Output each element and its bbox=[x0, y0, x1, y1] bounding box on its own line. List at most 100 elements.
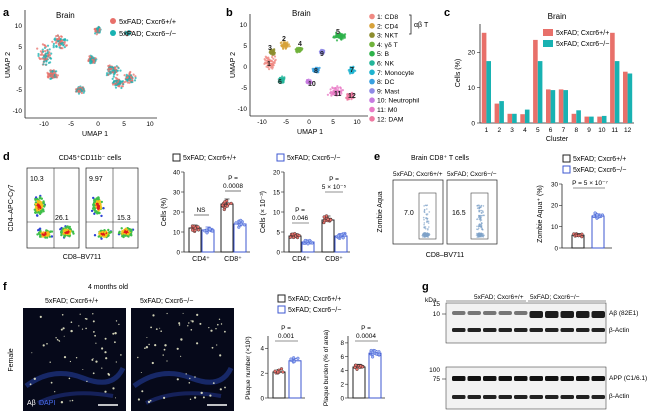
panel-e-legend-swatch-ko bbox=[562, 165, 571, 174]
plaque-signal bbox=[212, 382, 215, 384]
panel-g-bands bbox=[452, 311, 605, 399]
umap-point bbox=[266, 57, 269, 60]
plaque-signal bbox=[115, 397, 116, 399]
umap-point bbox=[121, 82, 124, 85]
flow-event bbox=[423, 205, 425, 207]
flow-event bbox=[68, 235, 71, 238]
umap-point bbox=[333, 36, 336, 39]
umap-point bbox=[44, 50, 47, 53]
plaque-signal bbox=[199, 322, 202, 325]
plaque-signal bbox=[33, 377, 36, 380]
panel-e-bar-ylabel: Zombie Aqua⁺ (%) bbox=[537, 185, 544, 243]
umap-point bbox=[306, 79, 309, 82]
umap-point bbox=[114, 82, 118, 85]
flow-event bbox=[426, 217, 429, 220]
panel-d-bar2-stat-p1val: 0.046 bbox=[292, 215, 309, 222]
umap-point bbox=[272, 64, 275, 67]
band-app bbox=[483, 376, 497, 381]
umap-point bbox=[63, 41, 66, 44]
umap-point bbox=[285, 45, 288, 48]
flow-event bbox=[107, 228, 110, 232]
umap-point bbox=[266, 64, 269, 67]
flow-event bbox=[72, 232, 75, 235]
flow-event bbox=[33, 208, 36, 211]
plaque-signal bbox=[69, 400, 71, 402]
plaque-signal bbox=[176, 347, 179, 350]
bar bbox=[623, 71, 628, 123]
umap-point bbox=[336, 93, 339, 96]
panel-c-ylabel: Cells (%) bbox=[455, 59, 462, 87]
umap-point bbox=[63, 46, 66, 49]
panel-d-bar2-ylabel: Cells (× 10⁻³) bbox=[260, 191, 267, 233]
umap-point bbox=[268, 68, 271, 71]
umap-point bbox=[48, 48, 51, 51]
plaque-signal bbox=[196, 313, 199, 316]
legend-label: 5: B bbox=[377, 51, 390, 58]
panel-e-flow-events bbox=[421, 204, 485, 238]
plaque-signal bbox=[75, 357, 78, 359]
y-tick-label: 10 bbox=[273, 209, 281, 216]
data-point bbox=[303, 238, 307, 243]
umap-point bbox=[272, 53, 275, 56]
panel-f-bar1-ylabel: Plaque number (×10²) bbox=[245, 336, 252, 399]
flow-event bbox=[427, 220, 430, 223]
flow-event bbox=[427, 229, 429, 231]
umap-point bbox=[56, 34, 60, 37]
data-point bbox=[340, 233, 344, 237]
panel-d-legend-wt: 5xFAD; Cxcr6+/+ bbox=[183, 155, 236, 162]
flow-event bbox=[480, 206, 482, 209]
panel-b-cluster-num: 8 bbox=[314, 68, 318, 75]
flow-event bbox=[100, 214, 103, 218]
flow-event bbox=[34, 201, 38, 204]
umap-point bbox=[282, 41, 286, 44]
umap-point bbox=[55, 70, 58, 73]
data-point bbox=[343, 233, 347, 238]
legend-label: 1: CD8 bbox=[377, 14, 398, 21]
flow-event bbox=[482, 211, 484, 213]
y-tick-label: 0 bbox=[554, 245, 558, 252]
umap-point bbox=[52, 46, 55, 49]
panel-d-flow-ko-q1: 9.97 bbox=[89, 176, 103, 183]
bar bbox=[220, 203, 234, 253]
y-tick-label: 10 bbox=[468, 85, 476, 92]
umap-point bbox=[88, 55, 91, 58]
flow-event bbox=[426, 204, 429, 206]
panel-a-xtick: 0 bbox=[96, 121, 100, 128]
plaque-signal bbox=[92, 320, 95, 323]
umap-point bbox=[119, 69, 122, 72]
umap-point bbox=[39, 57, 42, 61]
umap-point bbox=[267, 61, 270, 64]
bar bbox=[507, 113, 513, 123]
umap-point bbox=[265, 65, 268, 68]
data-point bbox=[288, 235, 293, 239]
panel-a-letter: a bbox=[3, 7, 10, 19]
x-tick-label: 12 bbox=[624, 127, 632, 134]
plaque-signal bbox=[93, 331, 95, 333]
data-point bbox=[276, 370, 280, 374]
umap-point bbox=[117, 80, 120, 83]
flow-event bbox=[38, 228, 41, 231]
dapi-layer bbox=[145, 391, 222, 405]
panel-e-stat: P = 5 × 10⁻⁷ bbox=[572, 180, 608, 187]
panel-g-mw-marker: 75 bbox=[433, 376, 441, 383]
umap-point bbox=[277, 80, 280, 83]
data-point bbox=[242, 223, 246, 227]
band-actin bbox=[576, 395, 590, 399]
umap-point bbox=[80, 89, 83, 92]
flow-event bbox=[423, 218, 425, 221]
panel-d-flow-wt-q1: 10.3 bbox=[30, 176, 44, 183]
legend-label: 4: γδ T bbox=[377, 42, 398, 49]
data-point bbox=[377, 350, 381, 354]
y-tick-label: 0 bbox=[260, 395, 264, 402]
umap-point bbox=[266, 59, 269, 62]
umap-point bbox=[60, 35, 63, 38]
plaque-signal bbox=[79, 313, 81, 315]
data-point bbox=[341, 236, 345, 240]
plaque-signal bbox=[85, 318, 88, 320]
flow-event bbox=[129, 229, 132, 233]
plaque-signal bbox=[163, 348, 166, 351]
plaque-signal bbox=[209, 394, 212, 397]
umap-point bbox=[55, 76, 59, 79]
flow-event bbox=[47, 233, 50, 236]
data-point bbox=[292, 359, 296, 364]
